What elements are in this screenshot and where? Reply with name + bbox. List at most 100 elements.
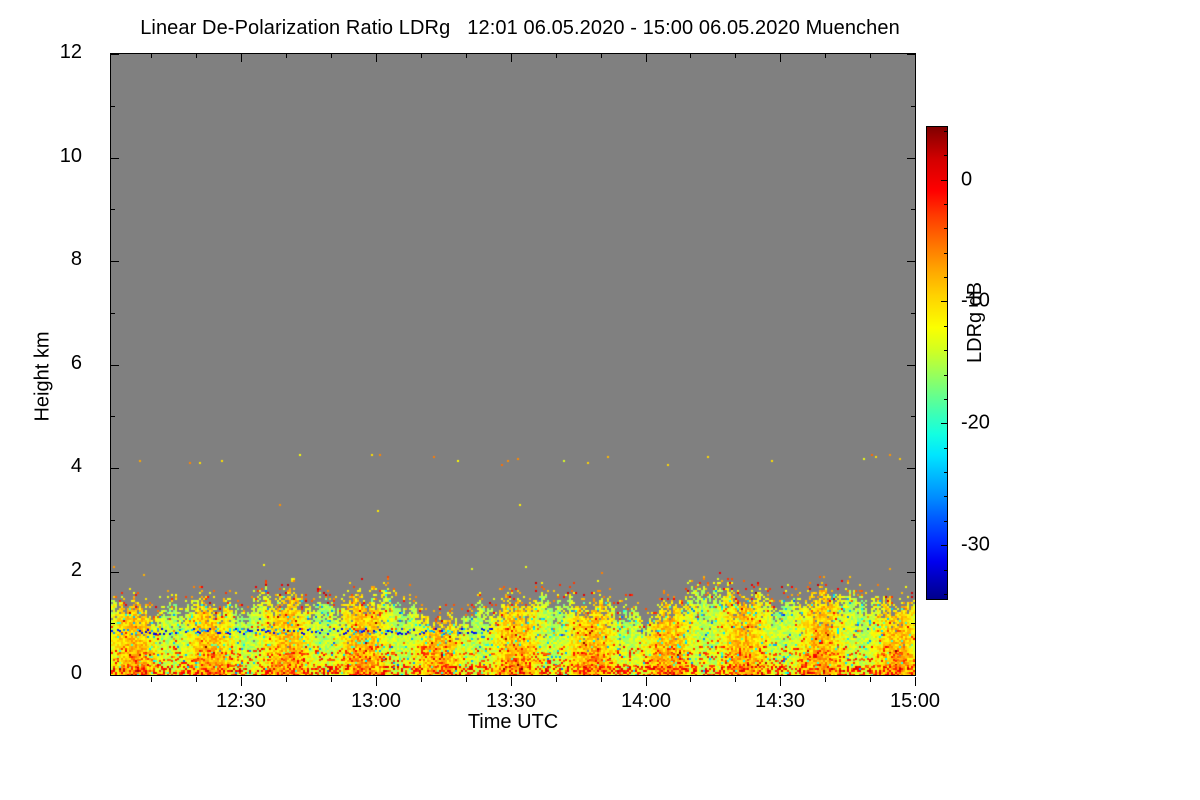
colorbar-minor-tick [944,228,948,229]
heatmap-data-layer [111,54,915,675]
x-axis-minor-tick-top [825,53,826,58]
colorbar-minor-tick [944,155,948,156]
y-axis-tick-label: 8 [70,248,82,270]
heatmap-plot-area [110,53,916,676]
colorbar-minor-tick [944,131,948,132]
x-axis-minor-tick [196,677,197,682]
colorbar-tick-label: -20 [961,411,990,434]
colorbar-minor-tick [944,570,948,571]
y-axis-tick-label: 6 [70,352,82,374]
y-axis-tick-label: 12 [59,41,82,63]
x-axis-minor-tick [286,677,287,682]
x-axis-minor-tick [735,677,736,682]
y-axis-tick-right [907,675,916,676]
y-axis-tick-label: 2 [70,559,82,581]
x-axis-minor-tick [690,677,691,682]
y-axis-minor-tick-right [911,106,916,107]
colorbar-tick-label: -10 [961,289,990,312]
x-axis-minor-tick [151,677,152,682]
colorbar-minor-tick [944,350,948,351]
y-axis-tick [110,261,119,262]
x-axis-tick-label: 13:30 [485,690,537,712]
x-axis-tick [511,677,512,686]
colorbar-minor-tick [944,594,948,595]
x-axis-tick [241,677,242,686]
x-axis-title: Time UTC [467,711,559,733]
x-axis-tick-label: 13:00 [350,690,402,712]
colorbar-tick-label: -30 [961,533,990,556]
x-axis-tick-top [780,53,781,62]
x-axis-tick [915,677,916,686]
y-axis-minor-tick-right [911,416,916,417]
x-axis-tick-top [915,53,916,62]
y-axis-minor-tick [110,106,115,107]
y-axis-tick [110,572,119,573]
colorbar-tick [941,180,948,181]
x-axis-minor-tick [556,677,557,682]
y-axis-tick-label: 4 [70,455,82,477]
x-axis-minor-tick-top [690,53,691,58]
y-axis-tick [110,365,119,366]
y-axis-tick [110,158,119,159]
colorbar-minor-tick [944,277,948,278]
x-axis-tick-label: 14:00 [620,690,672,712]
x-axis-minor-tick-top [331,53,332,58]
colorbar-tick [941,301,948,302]
colorbar-tick [941,423,948,424]
y-axis-minor-tick [110,416,115,417]
y-axis-tick [110,54,119,55]
colorbar-minor-tick [944,496,948,497]
y-axis-tick-label: 10 [59,145,82,167]
y-axis-tick-right [907,261,916,262]
x-axis-minor-tick-top [421,53,422,58]
x-axis-minor-tick-top [466,53,467,58]
x-axis-tick-top [376,53,377,62]
x-axis-minor-tick-top [601,53,602,58]
colorbar-minor-tick [944,253,948,254]
y-axis-tick [110,675,119,676]
y-axis-minor-tick [110,623,115,624]
x-axis-minor-tick [421,677,422,682]
y-axis-minor-tick [110,209,115,210]
x-axis-minor-tick-top [196,53,197,58]
colorbar-tick [941,545,948,546]
x-axis-tick [376,677,377,686]
x-axis-tick-label: 15:00 [889,690,941,712]
colorbar [926,126,948,600]
x-axis-minor-tick [825,677,826,682]
x-axis-minor-tick-top [151,53,152,58]
x-axis-tick-top [241,53,242,62]
y-axis-minor-tick-right [911,209,916,210]
x-axis-tick-top [646,53,647,62]
x-axis-minor-tick [466,677,467,682]
y-axis-tick-right [907,158,916,159]
y-axis-title: Height km [31,331,54,422]
colorbar-minor-tick [944,204,948,205]
colorbar-minor-tick [944,472,948,473]
colorbar-minor-tick [944,399,948,400]
x-axis-minor-tick [601,677,602,682]
y-axis-tick-right [907,468,916,469]
x-axis-minor-tick-top [556,53,557,58]
y-axis-tick-label: 0 [70,662,82,684]
y-axis-tick-right [907,54,916,55]
y-axis-minor-tick-right [911,520,916,521]
x-axis-minor-tick-top [735,53,736,58]
x-axis-tick-top [511,53,512,62]
x-axis-minor-tick [870,677,871,682]
x-axis-tick [780,677,781,686]
y-axis-tick-right [907,572,916,573]
y-axis-tick [110,468,119,469]
x-axis-tick [646,677,647,686]
x-axis-minor-tick-top [286,53,287,58]
x-axis-minor-tick-top [870,53,871,58]
y-axis-tick-right [907,365,916,366]
colorbar-minor-tick [944,375,948,376]
y-axis-minor-tick [110,520,115,521]
colorbar-minor-tick [944,326,948,327]
y-axis-minor-tick-right [911,623,916,624]
page-title: Linear De-Polarization Ratio LDRg 12:01 … [140,17,900,39]
colorbar-tick-label: 0 [961,168,973,191]
colorbar-gradient [926,126,948,600]
